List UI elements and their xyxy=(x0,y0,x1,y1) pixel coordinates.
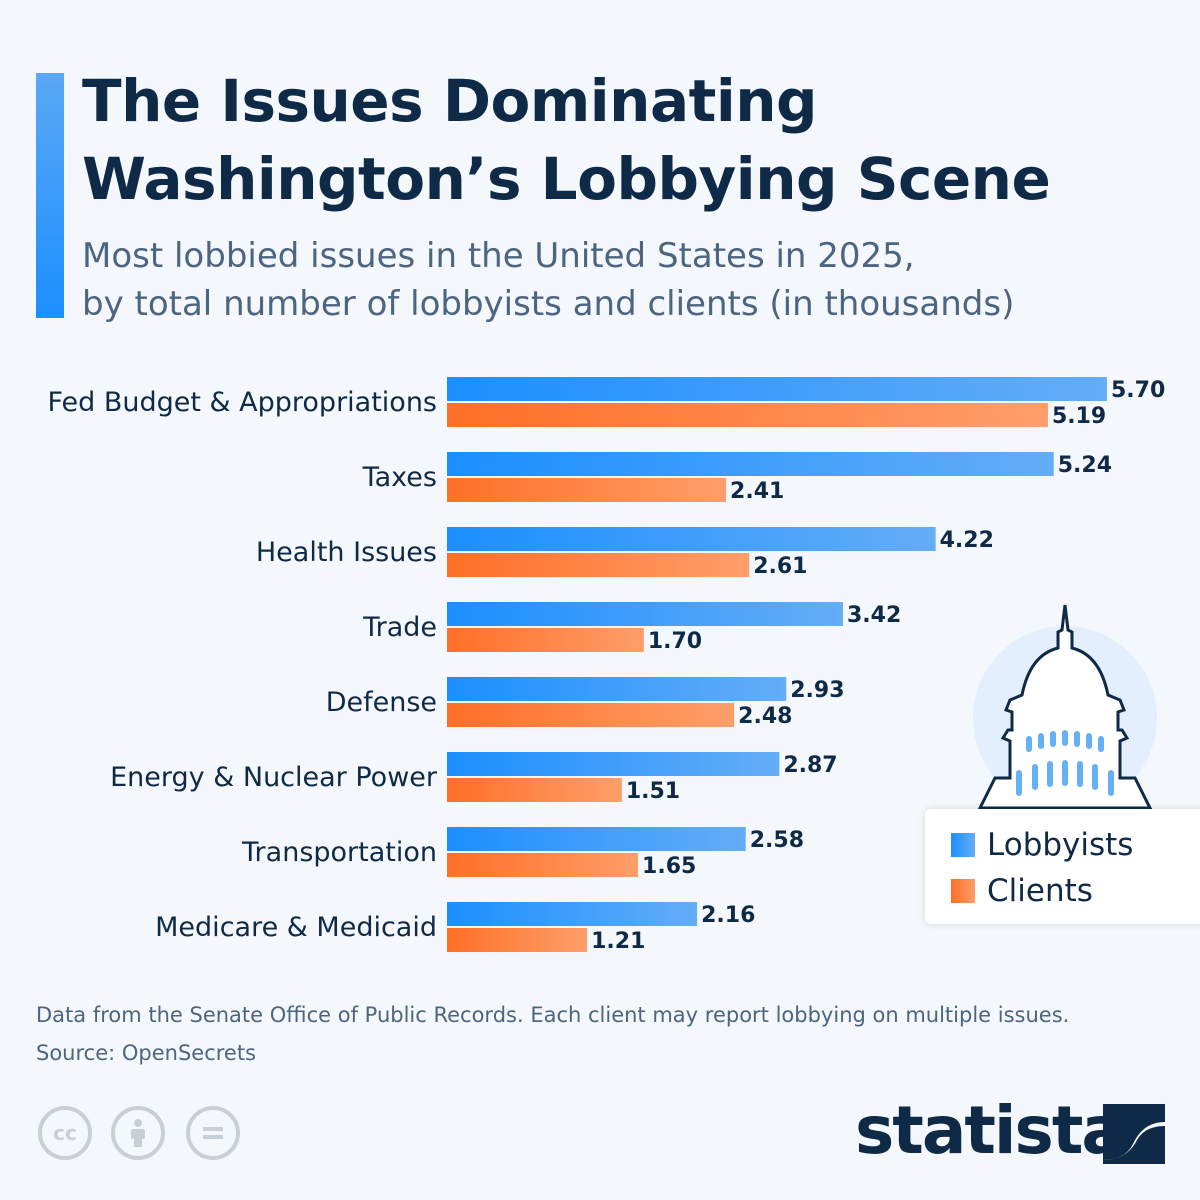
legend: Lobbyists Clients xyxy=(925,809,1200,924)
data-label: 2.16 xyxy=(701,903,755,928)
data-label: 3.42 xyxy=(847,603,901,628)
data-label: 1.65 xyxy=(642,854,696,879)
data-label: 2.61 xyxy=(753,554,807,579)
title-line-1: The Issues Dominating xyxy=(82,67,818,135)
legend-label-lobbyists: Lobbyists xyxy=(987,827,1134,863)
bar-clients xyxy=(447,628,644,652)
bar-clients xyxy=(447,778,622,802)
bar-lobbyists xyxy=(447,377,1107,401)
bar-lobbyists xyxy=(447,752,780,776)
bar-chart: Fed Budget & Appropriations 5.705.19 Taxes… xyxy=(47,377,1165,954)
data-label: 2.58 xyxy=(750,828,804,853)
data-label: 5.19 xyxy=(1052,404,1106,429)
subtitle: Most lobbied issues in the United States… xyxy=(82,232,1182,328)
legend-label-clients: Clients xyxy=(987,873,1093,909)
data-label: 1.51 xyxy=(626,779,680,804)
source-text: Source: OpenSecrets xyxy=(36,1041,257,1065)
legend-item-lobbyists: Lobbyists xyxy=(951,827,1133,863)
bar-clients xyxy=(447,853,639,877)
capitol-icon xyxy=(973,604,1157,810)
subtitle-line-2: by total number of lobbyists and clients… xyxy=(82,284,1015,324)
brand-text: statista xyxy=(855,1092,1126,1169)
page-title: The Issues Dominating Washington’s Lobby… xyxy=(82,62,1182,218)
no-derivatives-icon xyxy=(186,1106,240,1160)
title-accent-bar xyxy=(36,73,64,318)
data-label: 2.87 xyxy=(783,753,837,778)
bar-lobbyists xyxy=(447,902,698,926)
bar-lobbyists xyxy=(447,602,843,626)
bar-lobbyists xyxy=(447,677,787,701)
category-label: Health Issues xyxy=(256,537,437,568)
bar-clients xyxy=(447,403,1048,427)
data-label: 4.22 xyxy=(940,528,994,553)
legend-item-clients: Clients xyxy=(951,873,1093,909)
footer: Data from the Senate Office of Public Re… xyxy=(36,996,1069,1072)
bar-clients xyxy=(447,553,750,577)
statista-logo: statista xyxy=(855,1092,1126,1169)
data-label: 5.24 xyxy=(1058,453,1112,478)
bar-clients xyxy=(447,703,735,727)
attribution-icon xyxy=(111,1106,165,1160)
category-label: Taxes xyxy=(362,462,437,493)
bar-clients xyxy=(447,478,727,502)
category-label: Energy & Nuclear Power xyxy=(110,762,438,793)
category-label: Trade xyxy=(362,612,437,643)
bar-clients xyxy=(447,928,588,952)
title-line-2: Washington’s Lobbying Scene xyxy=(82,145,1051,213)
subtitle-line-1: Most lobbied issues in the United States… xyxy=(82,236,915,276)
data-label: 5.70 xyxy=(1111,378,1165,403)
legend-swatch-clients xyxy=(951,879,975,903)
data-label: 2.48 xyxy=(738,704,792,729)
cc-icon: cc xyxy=(38,1106,92,1160)
bar-lobbyists xyxy=(447,827,746,851)
bar-lobbyists xyxy=(447,452,1054,476)
category-label: Fed Budget & Appropriations xyxy=(47,387,437,418)
category-label: Medicare & Medicaid xyxy=(155,912,437,943)
footer-note: Data from the Senate Office of Public Re… xyxy=(36,1003,1070,1027)
bar-lobbyists xyxy=(447,527,936,551)
category-label: Transportation xyxy=(241,837,437,868)
data-label: 1.21 xyxy=(591,929,645,954)
category-label: Defense xyxy=(326,687,437,718)
data-label: 2.41 xyxy=(730,479,784,504)
statista-logo-mark-icon xyxy=(1103,1104,1165,1164)
data-label: 1.70 xyxy=(648,629,702,654)
data-label: 2.93 xyxy=(790,678,844,703)
legend-swatch-lobbyists xyxy=(951,833,975,857)
